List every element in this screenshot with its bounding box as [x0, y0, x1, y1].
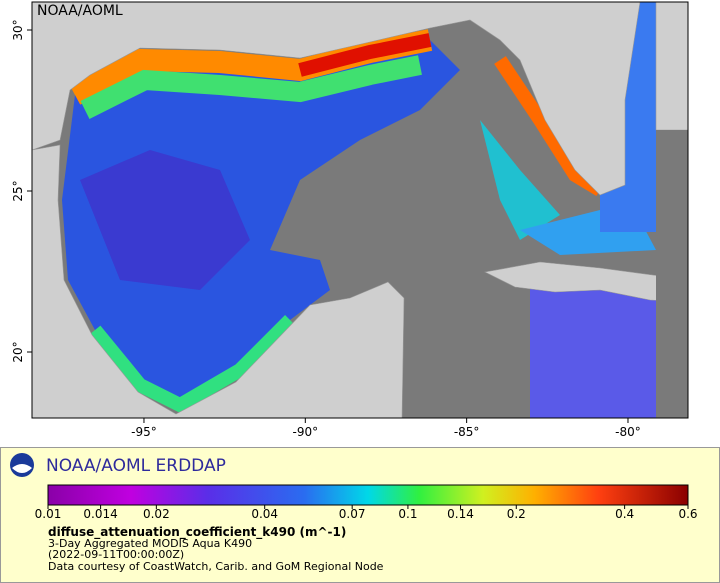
coastal-band — [89, 315, 295, 413]
colorbar — [47, 484, 689, 506]
colorbar-tick-label: 0.01 — [35, 507, 62, 521]
no-data-ocean — [656, 130, 688, 418]
x-tick-label: -85° — [454, 425, 480, 439]
axes: -95° -90° -85° -80° 20° 25° 30° — [11, 19, 641, 439]
legend-line: Data courtesy of CoastWatch, Carib. and … — [48, 560, 384, 573]
colorbar-tick-label: 0.014 — [83, 507, 117, 521]
coastal-band — [80, 55, 422, 119]
colorbar-tick-label: 0.6 — [678, 507, 697, 521]
land-north — [31, 1, 689, 196]
colorbar-tick-label: 0.02 — [143, 507, 170, 521]
map-title: NOAA/AOML — [37, 3, 123, 19]
x-tick-label: -95° — [131, 425, 157, 439]
x-tick-label: -80° — [615, 425, 641, 439]
legend-box — [0, 447, 720, 583]
colorbar-ticks: 0.01 0.014 0.02 0.04 0.07 0.1 0.14 0.2 0.4 0.6 — [35, 505, 698, 521]
y-tick-label: 25° — [11, 180, 25, 201]
colorbar-tick-label: 0.04 — [251, 507, 278, 521]
y-tick-label: 30° — [11, 19, 25, 40]
data-area — [80, 150, 250, 290]
data-area — [530, 285, 656, 418]
colorbar-tick-label: 0.1 — [398, 507, 417, 521]
y-tick-label: 20° — [11, 341, 25, 362]
coastal-band — [298, 33, 432, 77]
legend-line: 3-Day Aggregated MODIS Aqua K490 — [48, 537, 252, 550]
colorbar-tick-label: 0.2 — [507, 507, 526, 521]
variable-name: diffuse_attenuation_coefficient_k490 (m^… — [48, 525, 346, 540]
colorbar-tick-label: 0.14 — [447, 507, 474, 521]
colorbar-tick-label: 0.4 — [615, 507, 634, 521]
plot-frame — [31, 1, 689, 419]
data-area — [62, 40, 460, 405]
colorbar-tick-label: 0.07 — [339, 507, 366, 521]
x-tick-label: -90° — [293, 425, 319, 439]
data-area — [480, 120, 560, 240]
land-mexico — [31, 144, 405, 419]
map-image: NOAA/AOML — [31, 1, 689, 419]
legend-title: NOAA/AOML ERDDAP — [46, 456, 226, 476]
legend-line: (2022-09-11T00:00:00Z) — [48, 548, 184, 561]
logo — [10, 453, 34, 477]
